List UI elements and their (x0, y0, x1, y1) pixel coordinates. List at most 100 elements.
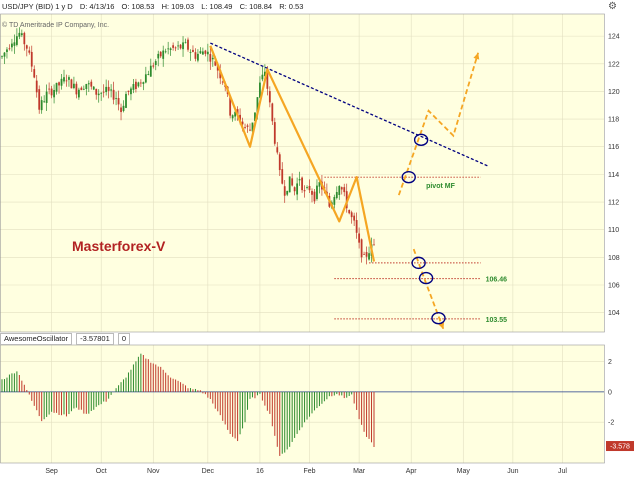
candle-body (80, 87, 83, 91)
candle-body (115, 98, 117, 99)
candle-body (23, 32, 26, 45)
candle-body (149, 65, 152, 77)
candle-body (236, 109, 239, 115)
candle-body (120, 107, 122, 113)
candle-body (214, 61, 217, 66)
candle-body (283, 186, 286, 196)
candle-body (97, 93, 100, 96)
candle-body (107, 86, 110, 91)
projection-up-arrowhead (473, 52, 480, 60)
candle-body (159, 51, 162, 57)
candle-body (92, 86, 95, 90)
candle-body (281, 169, 284, 184)
candle-body (273, 122, 276, 144)
candle-body (102, 91, 105, 93)
highlight-circle (431, 311, 446, 325)
candle-body (268, 91, 271, 103)
x-tick-label: Feb (303, 468, 315, 475)
candle-body (313, 191, 316, 202)
candle-body (360, 239, 363, 258)
candle-body (8, 48, 11, 50)
candle-body (318, 182, 321, 187)
candle-body (355, 220, 358, 233)
candle-body (204, 50, 207, 54)
price-tick-label: 106 (608, 282, 620, 289)
candle-body (45, 91, 48, 103)
oscillator-bars (1, 353, 375, 456)
candle-body (63, 77, 65, 82)
candle-body (60, 78, 63, 86)
last-value-badge (606, 441, 634, 452)
x-tick-label: Jul (558, 468, 567, 475)
candle-body (13, 42, 16, 46)
x-tick-label: Nov (147, 468, 160, 475)
x-tick-label: Mar (353, 468, 366, 475)
candle-body (358, 233, 361, 243)
candle-body (30, 51, 33, 67)
candle-body (1, 56, 3, 58)
candle-body (221, 81, 224, 83)
highlight-circle (413, 133, 429, 147)
pivot-label: pivot MF (426, 183, 455, 190)
candle-body (373, 244, 375, 246)
low-value: L: 108.49 (201, 2, 233, 11)
candle-body (179, 44, 182, 49)
candle-body (241, 121, 244, 125)
candle-body (234, 111, 237, 117)
symbol-label[interactable]: USD/JPY (BID) 1 y D (2, 2, 73, 11)
candle-body (184, 42, 187, 44)
candle-body (301, 177, 303, 191)
candle-body (365, 252, 368, 257)
chart-header: USD/JPY (BID) 1 y D D: 4/13/16 O: 108.53… (0, 0, 308, 13)
projection-down (412, 248, 445, 330)
candle-body (306, 187, 308, 189)
candle-body (209, 54, 212, 62)
candle-body (43, 101, 46, 103)
candle-body (333, 196, 336, 205)
candle-body (197, 53, 199, 61)
candle-body (85, 83, 88, 90)
highlight-circle (401, 170, 416, 184)
date-value: D: 4/13/16 (79, 2, 115, 11)
highlight-circle (411, 256, 426, 270)
range-value: R: 0.53 (279, 2, 304, 11)
candle-body (350, 212, 353, 218)
candle-body (135, 81, 137, 90)
candle-body (259, 82, 261, 98)
oscillator-name[interactable]: AwesomeOscillator (0, 333, 73, 345)
candle-body (308, 185, 311, 191)
candle-body (25, 45, 28, 49)
candle-body (28, 50, 31, 53)
candle-body (194, 52, 197, 59)
candle-body (3, 52, 6, 57)
candle-body (296, 183, 299, 195)
candle-body (189, 52, 192, 53)
candle-body (20, 33, 23, 36)
projection-up (397, 52, 480, 196)
candle-body (33, 69, 36, 78)
candle-body (246, 125, 249, 127)
candle-body (132, 84, 135, 90)
candle-body (142, 82, 145, 84)
candles (1, 27, 375, 265)
candle-body (174, 47, 177, 49)
candle-body (137, 82, 140, 87)
candle-body (70, 79, 73, 89)
candle-body (172, 45, 175, 48)
gear-icon[interactable]: ⚙ (608, 1, 617, 12)
candle-body (18, 32, 21, 37)
candle-body (95, 88, 98, 95)
candle-body (338, 185, 341, 196)
price-tick-label: 122 (608, 61, 620, 68)
candle-body (291, 178, 294, 186)
oscillator-value: -3.57801 (76, 333, 114, 345)
price-tick-label: 104 (608, 310, 620, 317)
candle-body (229, 96, 232, 116)
candle-body (130, 88, 132, 95)
candle-body (75, 83, 78, 95)
candle-body (261, 74, 264, 80)
oscillator-header: AwesomeOscillator -3.57801 0 (0, 333, 132, 345)
candle-body (15, 36, 18, 45)
price-tick-label: 114 (608, 172, 619, 179)
